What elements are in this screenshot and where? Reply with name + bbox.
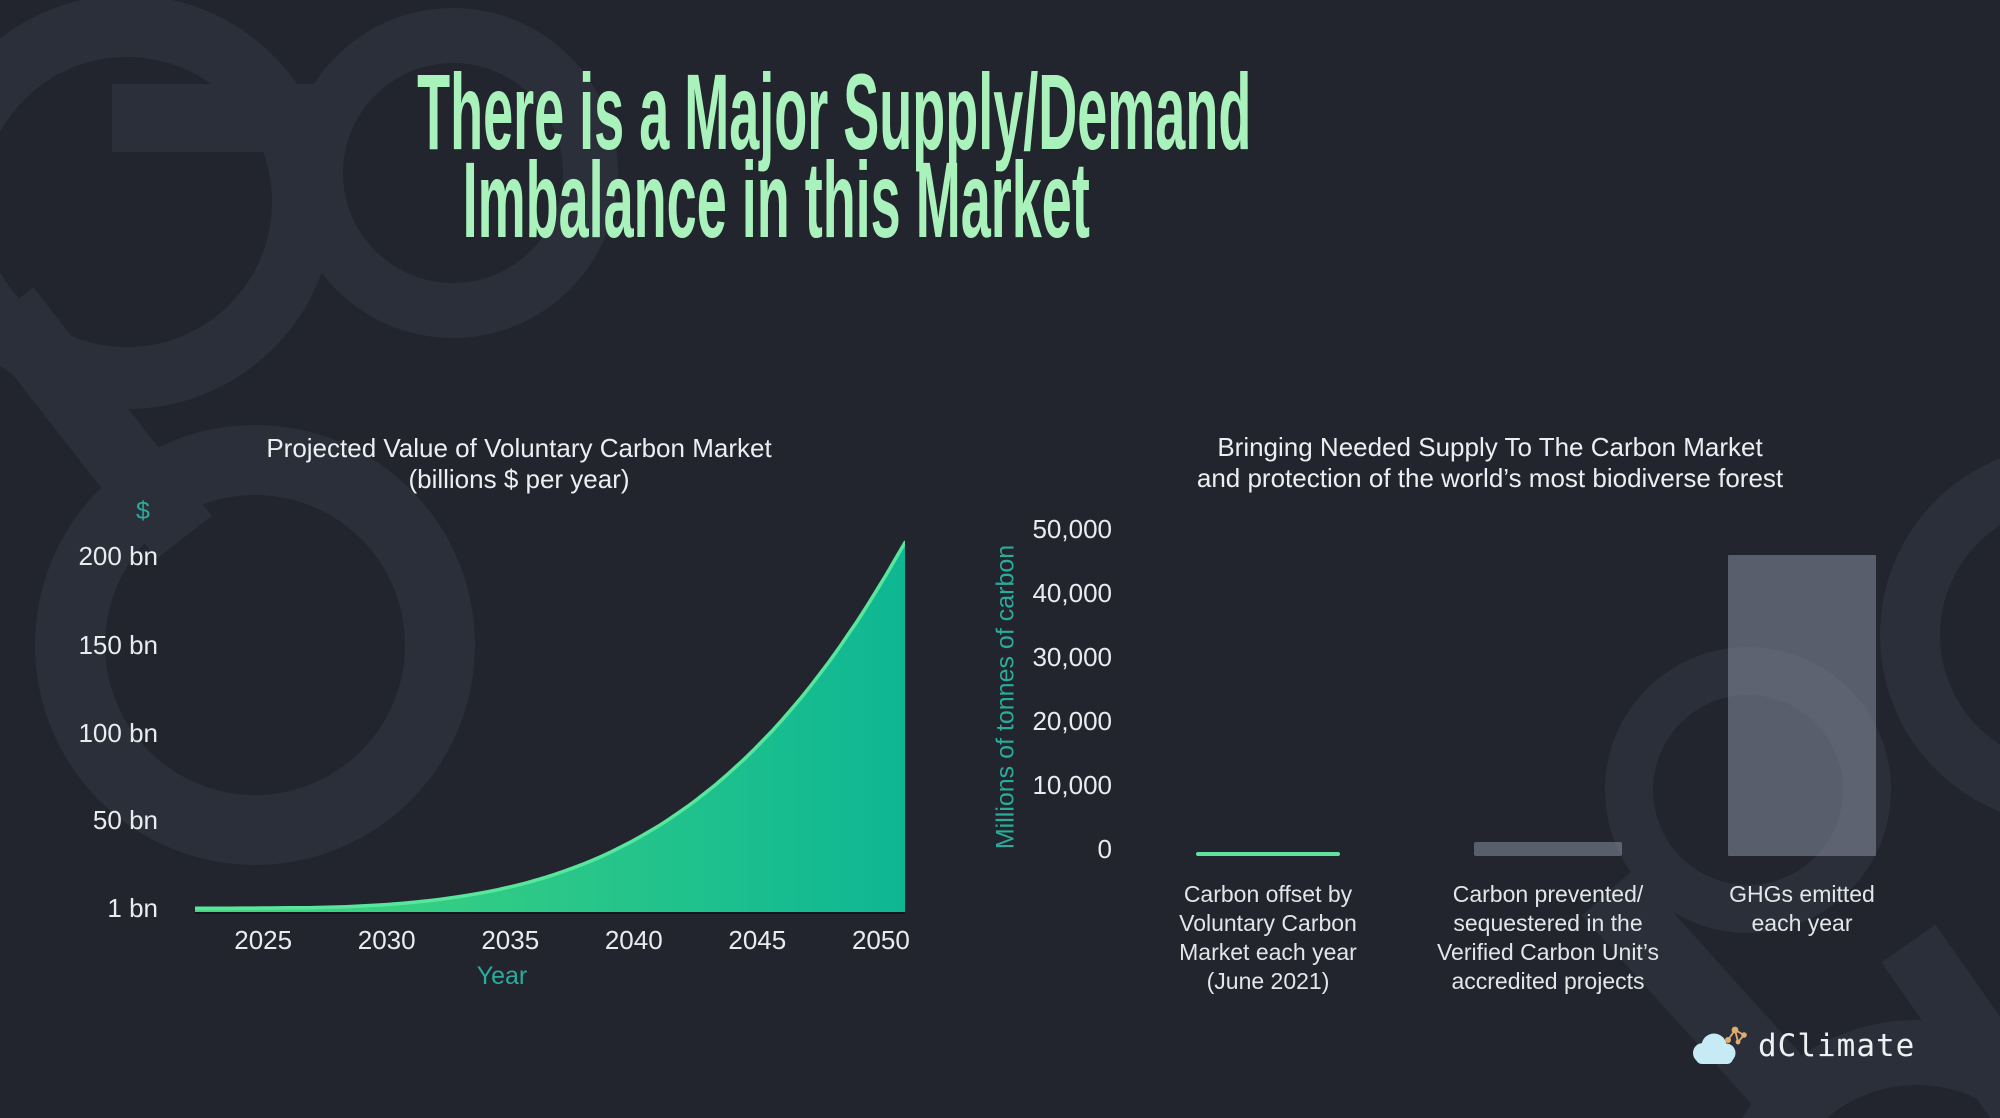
left-chart-ytick-50bn: 50 bn [92, 805, 158, 835]
right-chart-ytick-10000: 10,000 [1032, 770, 1112, 800]
left-chart-title: Projected Value of Voluntary Carbon Mark… [169, 433, 869, 495]
dclimate-logo-text: dClimate [1758, 1028, 1916, 1064]
left-chart-xtick-2025: 2025 [234, 925, 293, 955]
molecule-bond-shape [112, 84, 342, 152]
left-chart-ytick-100bn: 100 bn [78, 718, 158, 748]
slide-title: There is a Major Supply/Demand Imbalance… [0, 51, 1552, 260]
right-chart-title: Bringing Needed Supply To The Carbon Mar… [1140, 432, 1840, 494]
bar-carbon-prevented-vcu [1474, 842, 1622, 856]
bar-carbon-offset-vcm [1196, 852, 1340, 856]
left-chart-xtick-2050: 2050 [851, 925, 910, 955]
slide-title-line1: There is a Major Supply/Demand [417, 51, 1252, 172]
right-chart-ytick-0: 0 [1097, 834, 1112, 864]
left-chart-xtick-2040: 2040 [604, 925, 663, 955]
right-chart-ytick-20000: 20,000 [1032, 706, 1112, 736]
bar-ghgs-emitted [1728, 555, 1876, 856]
left-chart-title-line2: (billions $ per year) [408, 464, 630, 494]
right-chart-title-line2: and protection of the world’s most biodi… [1196, 463, 1784, 493]
left-chart-x-axis-label: Year [476, 962, 528, 990]
dclimate-logo: dClimate [1690, 1024, 1915, 1068]
right-chart-ytick-30000: 30,000 [1032, 642, 1112, 672]
bar-label-carbon-offset-vcm: Carbon offset by Voluntary Carbon Market… [1179, 881, 1357, 994]
bar-label-ghgs-emitted: GHGs emitted each year [1729, 881, 1875, 936]
left-chart-xtick-2030: 2030 [357, 925, 416, 955]
area-series-edge-line [193, 540, 907, 910]
left-chart-xtick-2035: 2035 [481, 925, 540, 955]
right-chart-ytick-50000: 50,000 [1032, 514, 1112, 544]
area-chart-svg [193, 540, 907, 912]
left-chart-ytick-150bn: 150 bn [78, 630, 158, 660]
left-chart-y-axis-label: $ [136, 497, 150, 525]
dclimate-cloud-icon [1693, 1026, 1747, 1064]
left-chart-xtick-2045: 2045 [728, 925, 787, 955]
bar-label-carbon-prevented-vcu: Carbon prevented/ sequestered in the Ver… [1436, 881, 1660, 994]
right-chart-title-line1: Bringing Needed Supply To The Carbon Mar… [1217, 432, 1763, 462]
left-chart-plot-area [193, 540, 907, 914]
left-chart-title-line1: Projected Value of Voluntary Carbon Mark… [266, 433, 772, 463]
right-chart-plot-area [1145, 530, 1915, 856]
slide-title-line2: Imbalance in this Market [462, 139, 1090, 260]
area-series-fill [195, 542, 905, 912]
left-chart-ytick-200bn: 200 bn [78, 541, 158, 571]
left-chart-ytick-1bn: 1 bn [107, 893, 158, 923]
right-chart-ytick-40000: 40,000 [1032, 578, 1112, 608]
